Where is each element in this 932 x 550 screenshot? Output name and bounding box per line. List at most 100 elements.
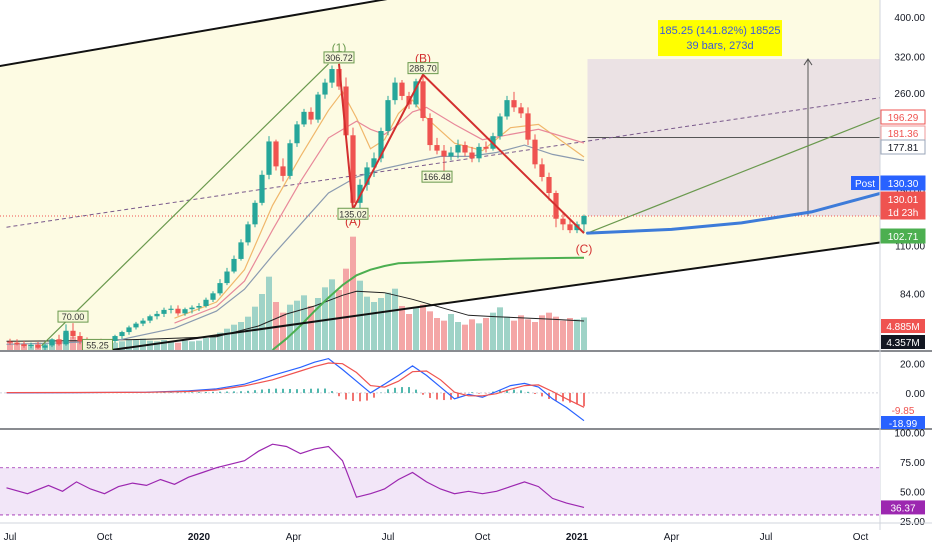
projection-trend-line	[587, 116, 880, 234]
candle-body	[224, 271, 230, 284]
candle-body	[14, 342, 20, 345]
macd-histogram-bar	[457, 392, 459, 398]
macd-panel[interactable]	[0, 357, 880, 422]
volume-bar	[336, 290, 342, 350]
candle-body	[112, 336, 118, 341]
candle-body	[455, 145, 461, 153]
candle-body	[77, 336, 83, 342]
volume-bar	[126, 340, 132, 350]
macd-histogram-bar	[464, 392, 466, 394]
candle-body	[581, 215, 587, 225]
candle-body	[322, 82, 328, 95]
macd-histogram-bar	[296, 389, 298, 393]
volume-bar	[140, 338, 146, 350]
volume-bar	[203, 338, 209, 350]
wave-label: (C)	[576, 242, 593, 256]
candle-body	[28, 344, 34, 346]
time-tick-label: 2021	[566, 532, 589, 543]
rsi-tick-label: 75.00	[900, 458, 925, 469]
candle-body	[63, 330, 69, 345]
price-panel[interactable]: (1)(A)(B)(C)(5)306.72135.02288.70166.487…	[0, 0, 932, 530]
volume-bar	[266, 276, 272, 350]
macd-histogram-bar	[513, 389, 515, 393]
macd-histogram-bar	[247, 390, 249, 393]
candle-body	[147, 316, 153, 321]
macd-histogram-bar	[233, 391, 235, 393]
volume-bar	[378, 298, 384, 350]
macd-histogram-bar	[394, 387, 396, 393]
volume-bar	[259, 294, 265, 350]
volume-bar	[567, 318, 573, 350]
price-note-box	[323, 51, 355, 64]
volume-bar	[14, 344, 20, 350]
rsi-plot	[0, 443, 880, 516]
measure-tooltip-line2: 39 bars, 273d	[686, 40, 753, 52]
measure-tooltip-line1: 185.25 (141.82%) 18525	[659, 25, 780, 37]
volume-bar	[7, 342, 13, 350]
projection-arrow-up	[803, 58, 813, 66]
macd-histogram-bar	[261, 389, 263, 393]
macd-histogram-bar	[345, 392, 347, 400]
volume-bar	[329, 279, 335, 350]
badge-text: 102.71	[888, 232, 919, 243]
volume-bar	[196, 340, 202, 350]
candle-body	[364, 167, 370, 185]
wave-abc-line	[338, 63, 585, 234]
macd-line	[6, 362, 585, 408]
macd-badge-box	[881, 416, 925, 429]
candle-body	[462, 145, 468, 153]
macd-histogram-bar	[254, 390, 256, 393]
macd-histogram-bar	[359, 392, 361, 402]
candle-body	[42, 345, 48, 348]
candle-body	[427, 118, 433, 146]
volume-bar	[511, 320, 517, 350]
candle-body	[182, 309, 188, 314]
macd-histogram-bar	[338, 392, 340, 397]
candle-body	[504, 100, 510, 117]
candle-body	[399, 82, 405, 96]
candle-body	[336, 69, 342, 87]
volume-bar	[406, 314, 412, 350]
price-axis-badge: 130.01	[880, 191, 926, 207]
volume-bar	[350, 236, 356, 350]
macd-histogram-bar	[443, 392, 445, 401]
macd-histogram-bar	[471, 392, 473, 393]
candle-body	[476, 146, 482, 159]
rsi-panel[interactable]	[0, 443, 880, 516]
price-note-text: 55.25	[86, 340, 109, 350]
volume-badge-box	[881, 319, 925, 333]
volume-bar	[490, 312, 496, 350]
price-axis[interactable]: 400.00320.00260.00200.00150.00110.0084.0…	[851, 13, 926, 528]
time-axis[interactable]: JulOct2020AprJulOct2021AprJulOct2022	[0, 522, 932, 543]
candle-body	[525, 113, 531, 140]
price-tick-label: 110.00	[895, 242, 925, 253]
volume-bar	[224, 328, 230, 350]
volume-bar	[434, 318, 440, 350]
macd-histogram-bar	[282, 388, 284, 393]
candle-body	[21, 344, 27, 346]
volume-bar	[154, 341, 160, 350]
price-note-text: 288.70	[409, 64, 437, 74]
badge-text: 196.29	[888, 113, 919, 124]
volume-bar	[546, 312, 552, 350]
candle-body	[238, 242, 244, 259]
candle-body	[371, 158, 377, 168]
macd-histogram-bar	[331, 391, 333, 393]
volume-bar	[392, 288, 398, 350]
volume-bar	[119, 341, 125, 350]
volume-bar	[287, 304, 293, 350]
candle-body	[546, 176, 552, 193]
macd-histogram-bar	[373, 392, 375, 398]
price-note-box	[82, 338, 113, 350]
candle-body	[539, 164, 545, 177]
rsi-band	[0, 467, 880, 515]
badge-text: 177.81	[888, 143, 919, 154]
badge-box	[880, 204, 926, 220]
candle-body	[245, 224, 251, 243]
rsi-badge-box	[881, 500, 925, 515]
price-axis-badge: 181.36	[880, 125, 926, 141]
volume-bar	[483, 318, 489, 350]
price-note-box	[407, 62, 439, 75]
candle-body	[56, 339, 62, 345]
